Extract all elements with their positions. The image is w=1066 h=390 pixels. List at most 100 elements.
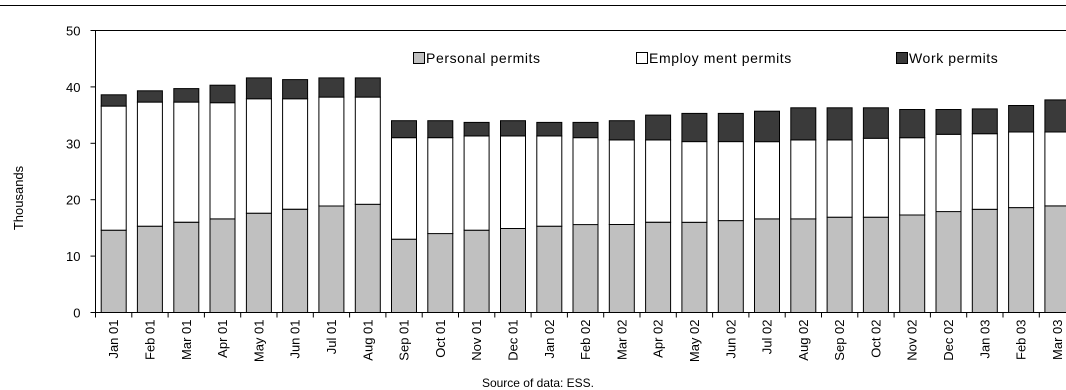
bar-employ-ment-permits-apr-01 xyxy=(209,102,236,220)
bar-employ-ment-permits-nov-02 xyxy=(899,137,926,216)
x-tick-label-dec-01: Dec 01 xyxy=(506,320,521,361)
bar-work-permits-jan-02 xyxy=(536,121,563,137)
x-tick-label-aug-02: Aug 02 xyxy=(796,320,811,361)
bar-employ-ment-permits-apr-02 xyxy=(645,139,672,223)
x-tick-label-jun-01: Jun 01 xyxy=(288,320,303,359)
bar-work-permits-jun-02 xyxy=(717,112,744,143)
bar-work-permits-mar-02 xyxy=(608,120,635,141)
bar-personal-permits-feb-03 xyxy=(1008,207,1035,314)
legend-swatch-personal-permits xyxy=(413,52,425,64)
bar-personal-permits-nov-01 xyxy=(463,229,490,313)
bar-work-permits-jun-01 xyxy=(282,79,309,100)
x-axis: Jan 01 Feb 01 Mar 01 Apr 01 May 01 Jun 01 Jul … xyxy=(95,312,1066,363)
x-tick-label-nov-02: Nov 02 xyxy=(905,320,920,361)
y-tick-label-10: 10 xyxy=(66,249,80,264)
x-tick-label-jul-01: Jul 01 xyxy=(324,320,339,355)
x-tick-label-mar-01: Mar 01 xyxy=(179,320,194,360)
bar-employ-ment-permits-feb-03 xyxy=(1008,131,1035,209)
bar-personal-permits-sep-01 xyxy=(391,238,417,313)
legend-item-personal-permits: Personal permits xyxy=(413,50,541,66)
bar-employ-ment-permits-may-01 xyxy=(245,98,272,214)
bar-employ-ment-permits-feb-02 xyxy=(572,137,599,226)
bar-employ-ment-permits-aug-02 xyxy=(790,139,817,220)
bar-work-permits-apr-02 xyxy=(645,114,672,141)
y-axis: 0 10 20 30 40 50 xyxy=(66,24,96,321)
bar-employ-ment-permits-jan-01 xyxy=(100,105,127,231)
bar-employ-ment-permits-jul-02 xyxy=(754,141,780,220)
bar-work-permits-sep-02 xyxy=(826,107,853,141)
bar-personal-permits-aug-01 xyxy=(354,203,381,313)
legend-swatch-employment-permits xyxy=(636,52,648,64)
bar-personal-permits-dec-01 xyxy=(500,228,526,313)
x-tick-label-feb-03: Feb 03 xyxy=(1014,320,1029,360)
bar-employ-ment-permits-jun-02 xyxy=(717,141,744,222)
bar-work-permits-feb-03 xyxy=(1008,105,1035,133)
x-tick-label-jun-02: Jun 02 xyxy=(723,320,738,359)
bar-work-permits-nov-02 xyxy=(899,109,926,139)
y-tick-label-30: 30 xyxy=(66,136,80,151)
bar-personal-permits-feb-01 xyxy=(136,225,163,313)
x-tick-label-mar-02: Mar 02 xyxy=(614,320,629,360)
bar-employ-ment-permits-oct-01 xyxy=(427,137,454,235)
bar-personal-permits-mar-01 xyxy=(173,221,200,313)
bar-personal-permits-mar-02 xyxy=(608,224,635,313)
bar-personal-permits-jan-01 xyxy=(100,229,127,313)
x-tick-label-sep-02: Sep 02 xyxy=(832,320,847,361)
x-tick-label-oct-01: Oct 01 xyxy=(433,320,448,358)
legend-label-work-permits: Work permits xyxy=(909,50,998,66)
x-tick-label-sep-01: Sep 01 xyxy=(397,320,412,361)
bar-employ-ment-permits-dec-02 xyxy=(935,133,962,213)
bar-work-permits-may-01 xyxy=(245,77,272,100)
x-tick-label-aug-01: Aug 01 xyxy=(360,320,375,361)
x-tick-label-jan-01: Jan 01 xyxy=(106,320,121,359)
bar-personal-permits-dec-02 xyxy=(935,211,962,313)
bar-personal-permits-may-02 xyxy=(681,221,708,313)
x-tick-label-apr-02: Apr 02 xyxy=(651,320,666,358)
legend-label-personal-permits: Personal permits xyxy=(426,50,541,66)
x-tick-label-jul-02: Jul 02 xyxy=(760,320,775,355)
legend-item-work-permits: Work permits xyxy=(896,50,998,66)
x-tick-label-feb-01: Feb 01 xyxy=(142,320,157,360)
bar-work-permits-dec-02 xyxy=(935,109,962,135)
bar-personal-permits-jun-01 xyxy=(282,208,309,313)
bar-work-permits-jul-02 xyxy=(754,110,780,143)
x-tick-label-may-01: May 01 xyxy=(251,320,266,363)
bar-work-permits-aug-02 xyxy=(790,107,817,141)
y-tick-label-20: 20 xyxy=(66,193,80,208)
bar-work-permits-aug-01 xyxy=(354,77,381,98)
bars-group xyxy=(100,77,1066,314)
x-tick-label-may-02: May 02 xyxy=(687,320,702,363)
bar-employ-ment-permits-jul-01 xyxy=(318,96,345,207)
bar-work-permits-jan-03 xyxy=(971,108,998,135)
bar-personal-permits-nov-02 xyxy=(899,214,926,313)
x-tick-label-nov-01: Nov 01 xyxy=(469,320,484,361)
y-tick-label-0: 0 xyxy=(73,306,80,321)
bar-work-permits-jul-01 xyxy=(318,77,345,98)
bar-personal-permits-oct-01 xyxy=(427,233,454,313)
x-tick-label-oct-02: Oct 02 xyxy=(868,320,883,358)
bar-work-permits-oct-01 xyxy=(427,120,454,139)
bar-work-permits-oct-02 xyxy=(862,107,889,139)
bar-personal-permits-mar-03 xyxy=(1044,205,1066,313)
legend-label-employment-permits: Employ ment permits xyxy=(649,50,792,66)
bar-personal-permits-jan-02 xyxy=(536,225,563,313)
bar-work-permits-mar-03 xyxy=(1044,99,1066,133)
x-tick-label-mar-03: Mar 03 xyxy=(1050,320,1065,360)
bar-employ-ment-permits-jan-03 xyxy=(971,133,998,210)
bar-work-permits-nov-01 xyxy=(463,121,490,137)
source-note: Source of data: ESS. xyxy=(482,376,594,390)
bar-work-permits-mar-01 xyxy=(173,88,200,103)
bar-employ-ment-permits-aug-01 xyxy=(354,96,381,205)
bar-employ-ment-permits-dec-01 xyxy=(500,135,526,229)
legend-item-employment-permits: Employ ment permits xyxy=(636,50,792,66)
bar-personal-permits-oct-02 xyxy=(862,216,889,313)
x-tick-label-apr-01: Apr 01 xyxy=(215,320,230,358)
y-axis-title: Thousands xyxy=(11,165,26,230)
legend-swatch-work-permits xyxy=(896,52,908,64)
bar-work-permits-dec-01 xyxy=(500,120,526,137)
x-tick-label-dec-02: Dec 02 xyxy=(941,320,956,361)
bar-personal-permits-jan-03 xyxy=(971,208,998,313)
bar-employ-ment-permits-sep-02 xyxy=(826,139,853,218)
y-tick-label-50: 50 xyxy=(66,24,80,39)
